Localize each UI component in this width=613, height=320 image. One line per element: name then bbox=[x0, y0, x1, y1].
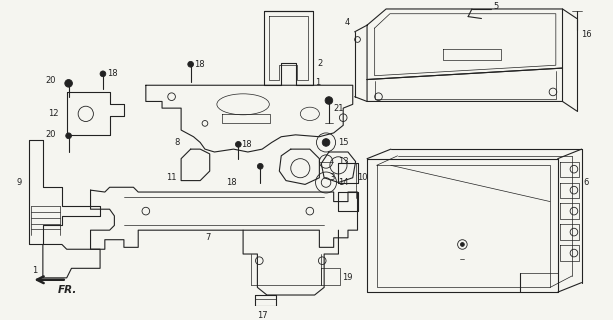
Circle shape bbox=[322, 139, 330, 146]
Text: 20: 20 bbox=[46, 130, 56, 139]
Circle shape bbox=[325, 97, 333, 104]
Text: 4: 4 bbox=[345, 18, 350, 27]
Text: 18: 18 bbox=[107, 69, 117, 78]
Text: 20: 20 bbox=[46, 76, 56, 85]
Text: FR.: FR. bbox=[58, 284, 77, 294]
Text: 5: 5 bbox=[493, 2, 498, 11]
Text: 16: 16 bbox=[582, 30, 592, 39]
Circle shape bbox=[100, 71, 106, 77]
Text: 21: 21 bbox=[333, 104, 344, 113]
Text: 15: 15 bbox=[338, 138, 349, 147]
Text: 19: 19 bbox=[342, 273, 352, 282]
Text: 6: 6 bbox=[584, 178, 589, 187]
Text: 7: 7 bbox=[205, 233, 210, 242]
Text: 9: 9 bbox=[17, 178, 22, 187]
Text: 3: 3 bbox=[329, 173, 335, 182]
Text: 18: 18 bbox=[226, 178, 237, 187]
Circle shape bbox=[65, 80, 72, 87]
Text: 13: 13 bbox=[338, 157, 349, 166]
Text: 10: 10 bbox=[357, 173, 368, 182]
Text: 17: 17 bbox=[257, 311, 268, 320]
Text: 8: 8 bbox=[175, 138, 180, 147]
Text: 1: 1 bbox=[316, 78, 321, 87]
Text: 18: 18 bbox=[194, 60, 205, 69]
Circle shape bbox=[235, 141, 241, 147]
Circle shape bbox=[460, 243, 464, 246]
Circle shape bbox=[257, 164, 263, 169]
Text: 14: 14 bbox=[338, 178, 349, 187]
Circle shape bbox=[66, 133, 72, 139]
Circle shape bbox=[188, 61, 194, 67]
Text: 18: 18 bbox=[241, 140, 252, 149]
Text: 2: 2 bbox=[318, 59, 322, 68]
Text: 1: 1 bbox=[32, 266, 37, 275]
Text: 11: 11 bbox=[166, 173, 177, 182]
Text: 12: 12 bbox=[48, 109, 58, 118]
